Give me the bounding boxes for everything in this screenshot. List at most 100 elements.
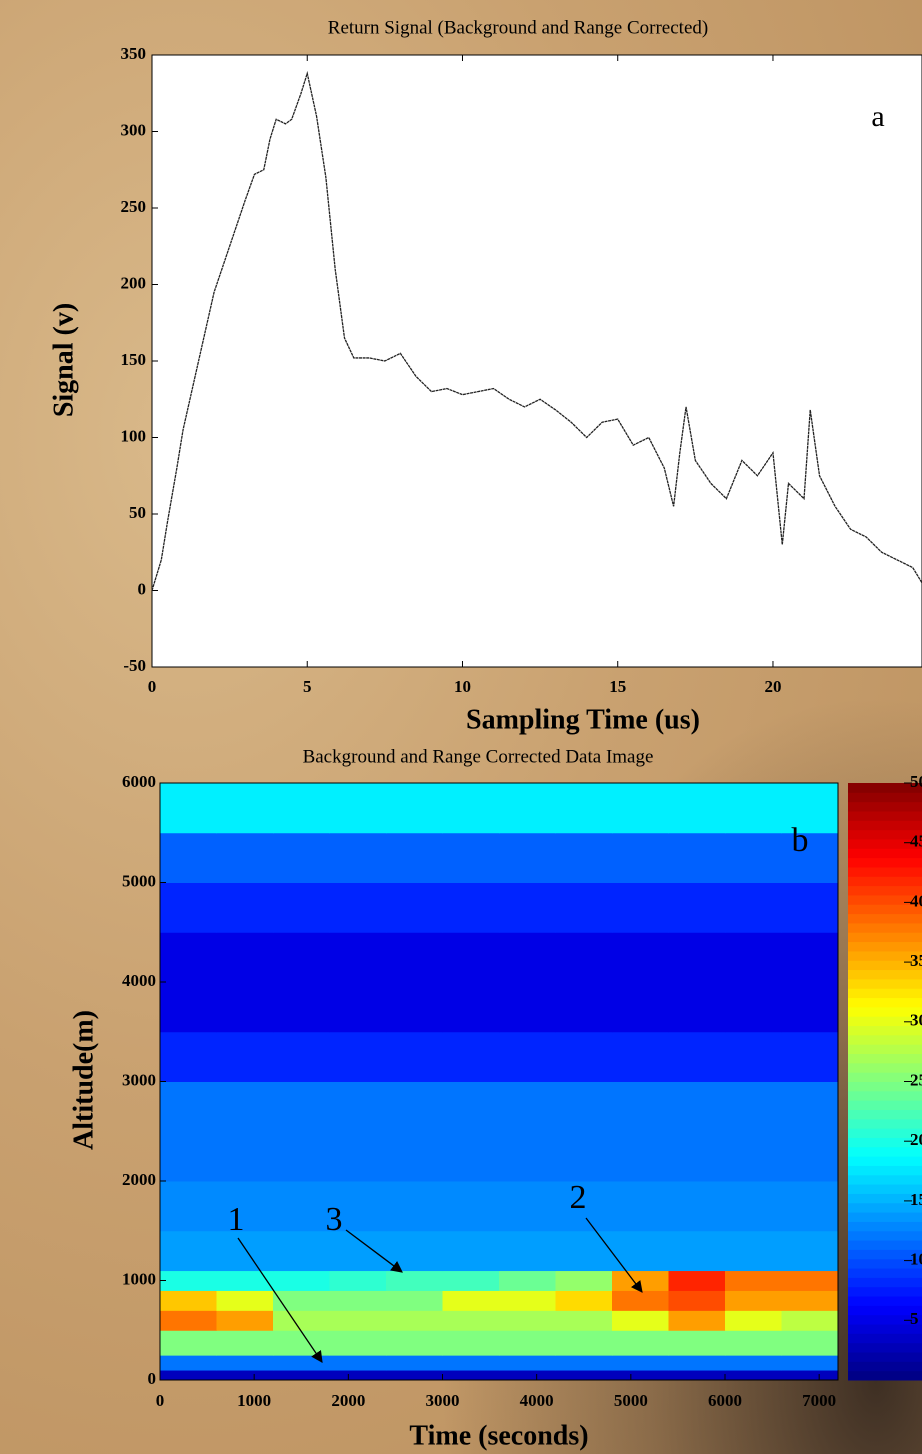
heat-cell	[216, 1355, 274, 1371]
annotation: 1	[228, 1201, 245, 1238]
panel-label: a	[871, 100, 884, 133]
heat-cell	[216, 1230, 274, 1272]
heat-cell	[160, 1370, 217, 1381]
heat-cell	[781, 1370, 839, 1381]
y-axis-title: Altitude(m)	[68, 1010, 99, 1150]
heat-cell	[273, 1370, 330, 1381]
y-tick-label: 200	[121, 273, 147, 292]
heat-cell	[725, 1181, 782, 1232]
heat-cell	[499, 1290, 556, 1311]
heat-cell	[781, 882, 839, 933]
heat-cell	[781, 1270, 839, 1291]
heat-cell	[442, 882, 500, 933]
heat-cell	[273, 783, 330, 834]
colorbar-step	[848, 848, 922, 859]
heat-cell	[499, 1370, 556, 1381]
heat-cell	[668, 1031, 726, 1082]
heat-cell	[160, 1081, 217, 1182]
heat-cell	[442, 1270, 500, 1291]
heat-cell	[612, 1270, 669, 1291]
y-tick-label: 1000	[122, 1269, 156, 1288]
y-tick-label: 350	[121, 44, 147, 63]
heat-cell	[499, 832, 556, 883]
heat-cell	[386, 1370, 443, 1381]
heat-cell	[216, 1031, 274, 1082]
colorbar-step	[848, 1081, 922, 1092]
heat-cell	[386, 1355, 443, 1371]
colorbar-step	[848, 792, 922, 803]
colorbar-step	[848, 1090, 922, 1101]
heat-cell	[499, 783, 556, 834]
colorbar-tick-label: 40	[910, 891, 922, 910]
heat-cell	[781, 932, 839, 1033]
heat-cell	[160, 1181, 217, 1232]
heat-cell	[555, 1290, 613, 1311]
heat-cell	[781, 1081, 839, 1182]
colorbar-step	[848, 950, 922, 961]
heat-cell	[329, 832, 387, 883]
colorbar-step	[848, 1240, 922, 1250]
colorbar-step	[848, 866, 922, 877]
colorbar-step	[848, 1100, 922, 1110]
heat-cell	[612, 1290, 669, 1311]
x-tick-label: 20	[764, 677, 781, 696]
plot-area-a	[151, 54, 922, 668]
heat-cell	[216, 1310, 274, 1331]
y-tick-label: 3000	[122, 1070, 156, 1089]
heat-cell	[781, 832, 839, 883]
colorbar-tick-label: 5	[910, 1309, 919, 1328]
heat-cell	[273, 1031, 330, 1082]
heat-cell	[442, 1310, 500, 1331]
heat-cell	[555, 882, 613, 933]
colorbar-step	[848, 1286, 922, 1297]
heat-cell	[329, 1270, 387, 1291]
y-tick-label: -50	[123, 656, 146, 675]
heat-cell	[499, 1181, 556, 1232]
colorbar-step	[848, 1006, 922, 1017]
heat-cell	[329, 1330, 387, 1356]
y-tick-label: 5000	[122, 871, 156, 890]
heat-cell	[386, 932, 443, 1033]
colorbar-step	[848, 1230, 922, 1241]
x-tick-label: 7000	[802, 1391, 836, 1410]
colorbar-step	[848, 1128, 922, 1138]
heat-cell	[668, 1310, 726, 1331]
heat-cell	[273, 882, 330, 933]
colorbar-step	[848, 810, 922, 821]
heat-cell	[442, 1370, 500, 1381]
colorbar-step	[848, 932, 922, 943]
colorbar-step	[848, 1352, 922, 1362]
colorbar-tick-label: 50	[910, 772, 922, 791]
heat-cell	[386, 1181, 443, 1232]
heat-cell	[442, 832, 500, 883]
colorbar-step	[848, 1044, 922, 1055]
heat-cell	[668, 1181, 726, 1232]
x-tick-label: 0	[156, 1391, 165, 1410]
x-tick-label: 10	[454, 677, 471, 696]
colorbar-step	[848, 960, 922, 971]
heat-cell	[160, 1355, 217, 1371]
y-tick-label: 0	[148, 1369, 157, 1388]
colorbar-step	[848, 1118, 922, 1129]
colorbar-step	[848, 1305, 922, 1316]
x-tick-label: 3000	[426, 1391, 460, 1410]
colorbar-step	[848, 1296, 922, 1306]
heat-cell	[160, 1310, 217, 1331]
heat-cell	[160, 783, 217, 834]
heat-cell	[442, 1181, 500, 1232]
heat-cell	[612, 832, 669, 883]
chart-title: Background and Range Corrected Data Imag…	[303, 746, 654, 767]
colorbar-step	[848, 1109, 922, 1120]
colorbar-tick-label: 20	[910, 1130, 922, 1149]
heat-cell	[555, 1230, 613, 1272]
colorbar-step	[848, 969, 922, 980]
colorbar-step	[848, 1165, 922, 1176]
heat-cell	[781, 1031, 839, 1082]
heat-cell	[781, 1230, 839, 1272]
colorbar-step	[848, 1034, 922, 1045]
annotation: 2	[570, 1179, 587, 1216]
colorbar-step	[848, 783, 922, 793]
heat-cell	[612, 932, 669, 1033]
colorbar-step	[848, 1053, 922, 1064]
heat-cell	[499, 882, 556, 933]
